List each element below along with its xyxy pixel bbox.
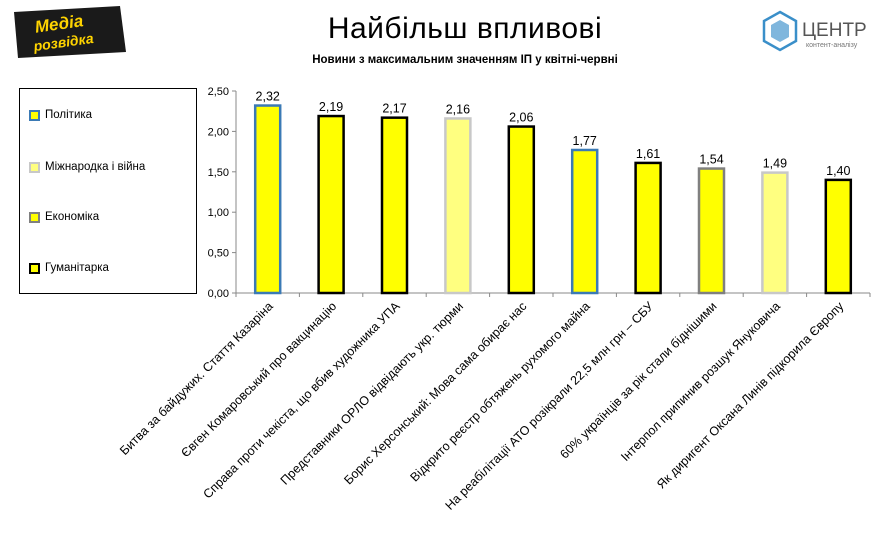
y-tick-label: 1,00 xyxy=(208,207,229,219)
bar xyxy=(761,171,789,295)
bar-value-label: 1,77 xyxy=(573,134,597,148)
y-tick-label: 0,50 xyxy=(208,248,229,260)
chart-legend: Політика Міжнародка і війна Економіка Гуман… xyxy=(19,88,197,294)
chart-subtitle: Новини з максимальним значенням ІП у кві… xyxy=(312,54,618,66)
legend-swatch xyxy=(29,262,40,274)
bar xyxy=(444,117,472,295)
bar xyxy=(380,116,409,295)
bar-value-label: 2,06 xyxy=(509,111,533,125)
legend-item: Економіка xyxy=(29,210,99,224)
y-tick-label: 1,50 xyxy=(208,167,229,179)
legend-item: Гуманітарка xyxy=(29,261,109,275)
legend-label: Міжнародка і війна xyxy=(45,161,146,173)
legend-item: Міжнародка і війна xyxy=(29,160,145,174)
category-label: Справа проти чекіста, що вбив художника … xyxy=(200,299,403,502)
bar-value-label: 1,54 xyxy=(699,153,723,167)
bar-value-label: 2,17 xyxy=(382,102,406,116)
bar-value-label: 1,40 xyxy=(826,164,850,178)
bar xyxy=(634,161,662,295)
bar xyxy=(507,125,536,295)
bar xyxy=(570,148,599,295)
bar-value-label: 2,19 xyxy=(319,100,343,114)
chart-title: Найбільш впливові xyxy=(327,12,603,45)
category-label: Представники ОРЛО відвідають укр. тюрми xyxy=(278,299,466,487)
category-label: 60% українців за рік стали біднішими xyxy=(557,299,719,461)
y-tick-label: 2,00 xyxy=(208,126,229,138)
bar xyxy=(697,167,726,295)
logo-right-subtext: контент-аналізу xyxy=(806,41,858,49)
legend-label: Економіка xyxy=(45,211,100,223)
category-label: Битва за байдужих. Стаття Казаріна xyxy=(117,299,276,458)
legend-label: Гуманітарка xyxy=(45,262,109,274)
y-tick-label: 0,00 xyxy=(208,288,229,300)
content-analysis-center-logo: ЦЕНТР контент-аналізу xyxy=(762,10,867,52)
bar-value-label: 1,61 xyxy=(636,147,660,161)
category-label: Борис Херсонський: Мова сама обирає нас xyxy=(341,299,529,487)
y-tick-label: 2,50 xyxy=(208,86,229,98)
legend-label: Політика xyxy=(45,109,93,121)
category-label: Як диригент Оксана Линів підкорила Європ… xyxy=(654,299,847,492)
bar xyxy=(253,104,282,295)
category-label: Інтерпол припинив розшук Януковича xyxy=(618,299,783,464)
bar xyxy=(317,114,345,295)
bar xyxy=(824,178,853,295)
legend-swatch xyxy=(29,109,40,121)
category-label: Відкрито реєстр обтяжень рухомого майна xyxy=(408,299,593,484)
bar-value-label: 1,49 xyxy=(763,157,787,171)
bar-value-label: 2,16 xyxy=(446,102,470,116)
bar-value-label: 2,32 xyxy=(256,90,280,104)
legend-swatch xyxy=(29,211,40,223)
legend-swatch xyxy=(29,161,40,173)
logo-right-text: ЦЕНТР xyxy=(802,20,867,41)
category-label: Євген Комаровський про вакцинацію xyxy=(178,299,339,460)
category-label: На реабілітації АТО розікрали 22,5 млн г… xyxy=(443,299,657,513)
media-rozvidka-logo: Медіа розвідка xyxy=(14,6,126,58)
legend-item: Політика xyxy=(29,108,92,122)
